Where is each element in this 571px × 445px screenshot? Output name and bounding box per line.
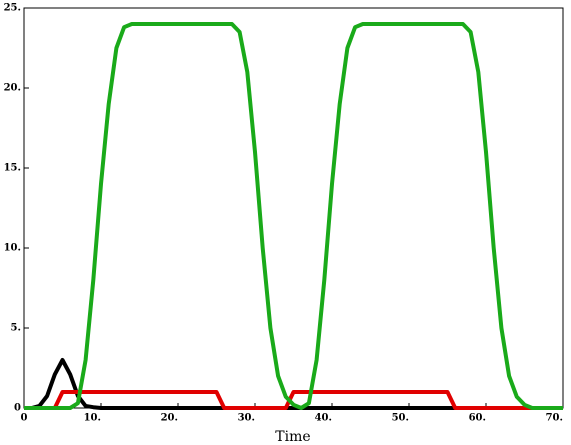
y-tick-label: 5. — [11, 323, 21, 334]
y-tick-label: 0 — [14, 403, 21, 414]
y-tick-label: 20. — [4, 83, 21, 94]
series-line — [24, 22, 563, 410]
x-axis-label: Time — [275, 429, 310, 445]
x-tick-label: 70. — [546, 413, 563, 424]
y-tick-label: 10. — [4, 243, 21, 254]
x-tick-label: 40. — [315, 413, 332, 424]
plot-frame — [23, 7, 564, 409]
x-tick-label: 0 — [21, 413, 28, 424]
x-tick-label: 10. — [84, 413, 101, 424]
series-line — [24, 390, 563, 410]
series-line — [24, 358, 563, 410]
x-tick-label: 50. — [392, 413, 409, 424]
x-tick-label: 20. — [161, 413, 178, 424]
y-tick-label: 15. — [4, 163, 21, 174]
x-tick-label: 60. — [469, 413, 486, 424]
y-tick-label: 25. — [4, 3, 21, 14]
x-tick-label: 30. — [238, 413, 255, 424]
